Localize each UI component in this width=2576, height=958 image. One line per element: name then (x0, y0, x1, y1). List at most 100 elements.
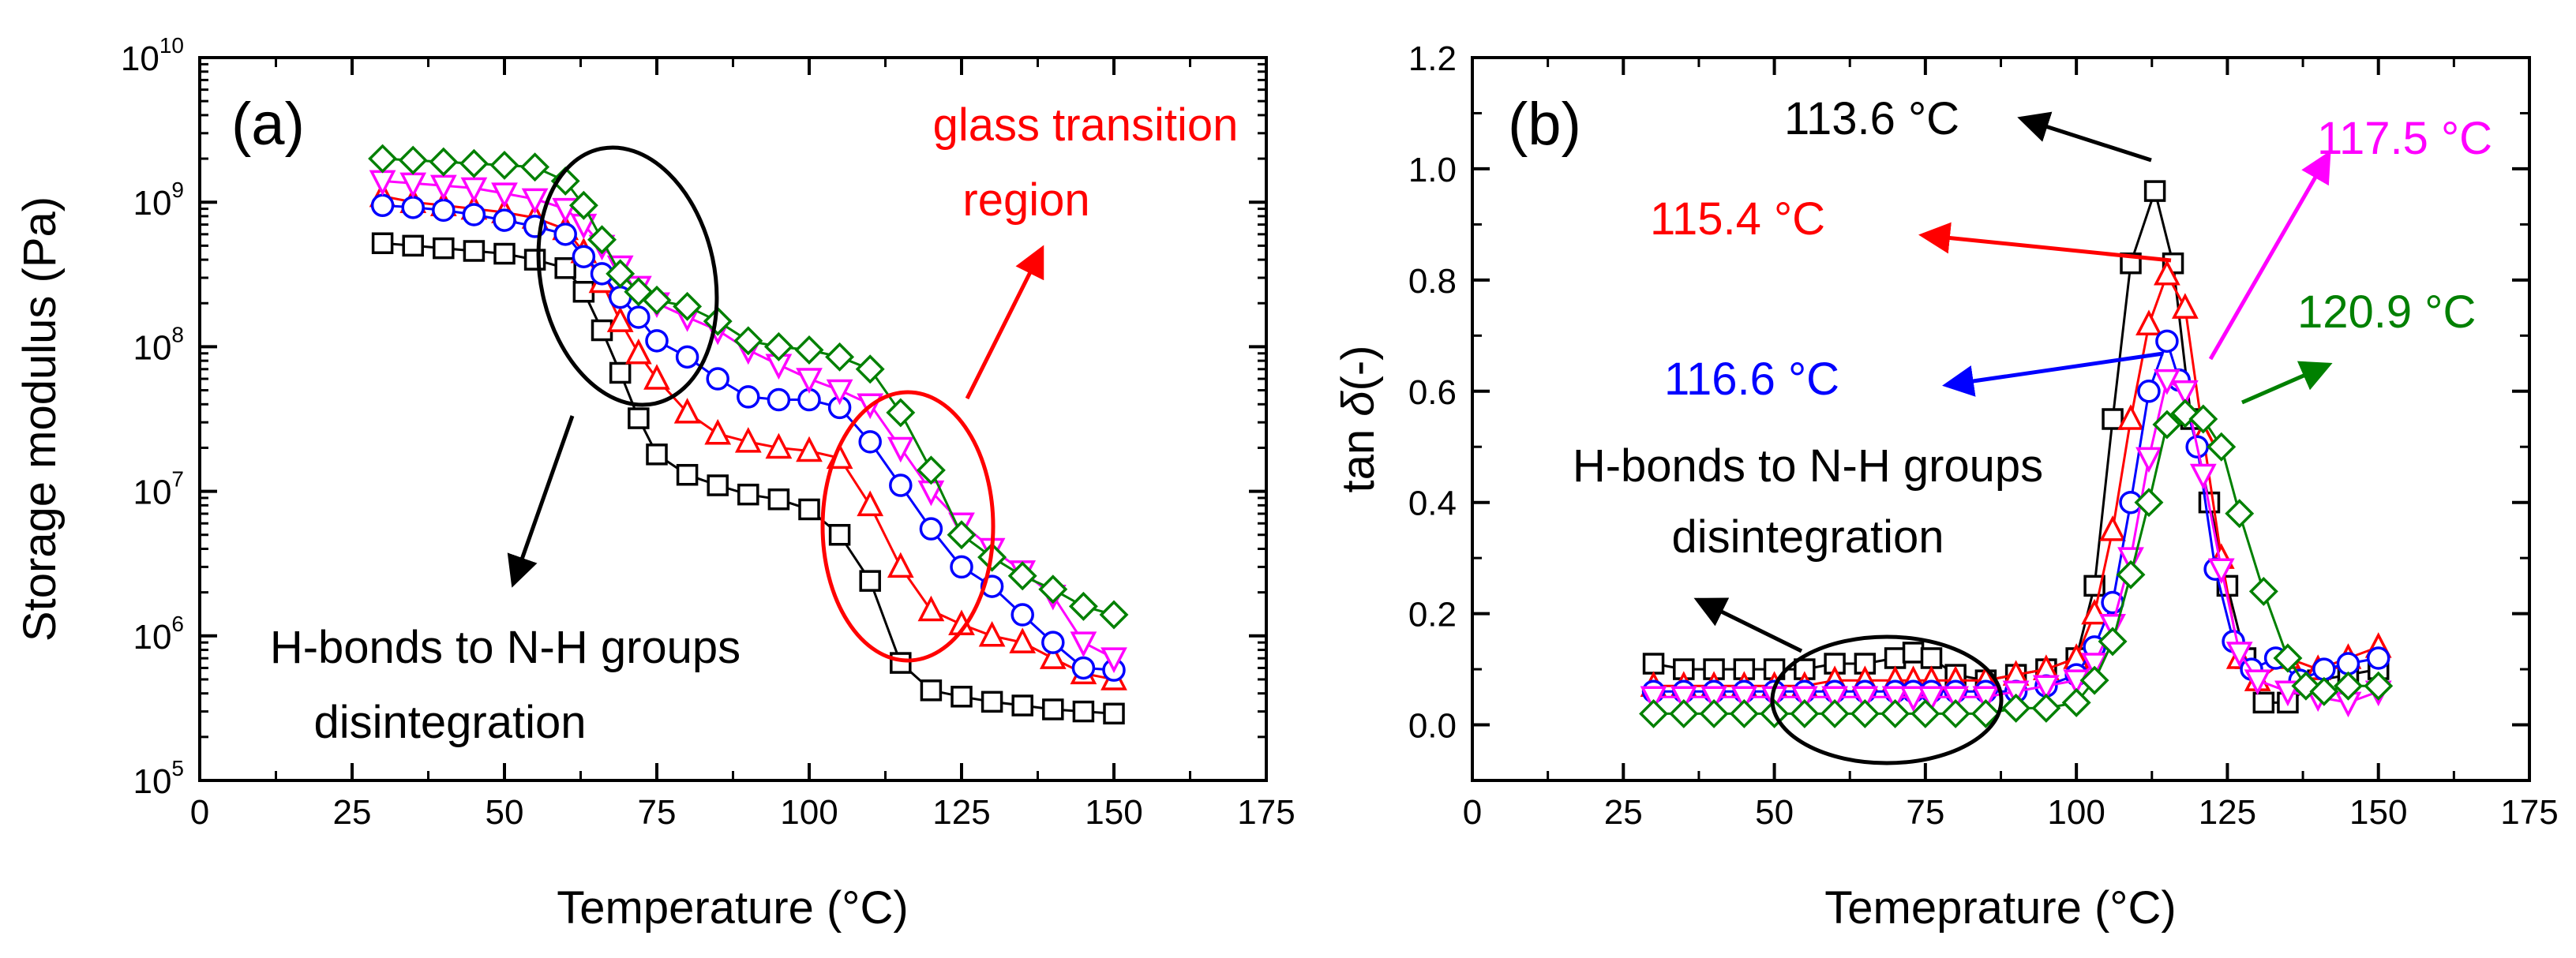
x-tick-label: 175 (2500, 793, 2558, 832)
x-tick-label: 50 (1755, 793, 1794, 832)
series-a-4 (368, 144, 1129, 630)
data-point (523, 249, 546, 271)
data-point (493, 208, 516, 232)
data-point (2117, 404, 2144, 430)
panel-a-glass-text-1: glass transition (933, 99, 1239, 151)
x-tick-label: 125 (2199, 793, 2256, 832)
x-tick-label: 50 (486, 793, 524, 832)
data-point (950, 555, 973, 579)
panel-b-label-113: 113.6 °C (1784, 93, 1959, 144)
data-point (1071, 656, 1096, 680)
data-point (978, 620, 1006, 647)
data-point (587, 225, 617, 255)
data-point (947, 520, 977, 550)
panel-a-hbond-ellipse (536, 145, 719, 407)
data-point (2081, 653, 2108, 679)
data-point (2155, 329, 2179, 354)
panel-b-label: (b) (1508, 91, 1581, 158)
panel-b-label-115: 115.4 °C (1650, 193, 1825, 245)
data-point (1101, 647, 1127, 673)
data-point (368, 144, 398, 174)
panel-b-arrow-116 (1942, 351, 2164, 397)
data-point (460, 177, 488, 204)
data-point (889, 473, 913, 497)
data-point (1670, 686, 1697, 713)
data-point (2207, 432, 2237, 462)
x-tick-label: 150 (1085, 793, 1142, 832)
data-point (916, 455, 946, 485)
data-point (887, 552, 914, 578)
panel-b-label-120: 120.9 °C (2297, 286, 2476, 338)
data-point (859, 570, 881, 592)
data-point (2002, 680, 2030, 707)
data-point (459, 148, 489, 178)
data-point (1899, 686, 1927, 713)
panel-b-arrow-117 (2208, 150, 2331, 361)
data-point (763, 331, 793, 361)
panel-b-arrow-120 (2241, 361, 2333, 405)
series-b-4 (1639, 399, 2394, 728)
data-point (643, 364, 670, 390)
data-point (568, 190, 598, 220)
x-tick-label: 25 (1604, 793, 1643, 832)
data-point (2152, 410, 2182, 440)
data-point (2225, 499, 2255, 529)
data-point (606, 306, 634, 332)
data-point (920, 679, 943, 702)
data-point (1851, 686, 1879, 713)
panel-b-x-axis-title: Temeprature (°C) (1824, 882, 2176, 934)
data-point (2031, 693, 2061, 723)
data-point (463, 240, 486, 262)
panel-a-series (368, 144, 1129, 725)
data-point (1039, 643, 1067, 669)
data-point (553, 223, 577, 246)
x-tick-label: 25 (333, 793, 372, 832)
data-point (371, 232, 394, 254)
data-point (2079, 665, 2109, 695)
data-point (1940, 698, 1970, 728)
data-point (2116, 559, 2146, 589)
data-point (855, 354, 885, 384)
data-point (1884, 647, 1907, 669)
data-point (1970, 698, 2000, 728)
panel-b-series (1639, 180, 2394, 728)
data-point (2225, 642, 2253, 668)
data-point (624, 338, 652, 365)
data-point (1881, 686, 1909, 713)
data-point (1820, 698, 1850, 728)
data-point (890, 652, 912, 674)
data-point (767, 488, 790, 511)
data-point (2154, 259, 2180, 286)
y-tick-label: 0.6 (1408, 373, 1457, 412)
panel-b-label-116: 116.6 °C (1664, 354, 1839, 405)
data-point (981, 690, 1003, 713)
data-point (1920, 647, 1943, 669)
data-point (794, 335, 824, 365)
data-point (489, 150, 519, 180)
data-point (609, 361, 632, 384)
data-point (645, 329, 669, 353)
data-point (521, 188, 549, 215)
data-point (737, 483, 759, 506)
panel-a-y-axis-title: Storage modulus (Pa) (14, 196, 66, 642)
panel-a-frame (198, 56, 1268, 782)
data-point (1729, 698, 1759, 728)
data-point (1918, 686, 1945, 713)
data-point (858, 430, 882, 454)
panel-a-hbond-text-2: disintegration (314, 697, 587, 748)
data-point (2333, 671, 2363, 701)
data-point (765, 432, 793, 459)
data-point (1642, 653, 1665, 675)
data-point (493, 242, 516, 265)
data-point (627, 305, 651, 329)
data-point (675, 345, 699, 369)
data-point (1070, 631, 1097, 657)
panel-b-y-axis-title-suffix: (-) (1333, 346, 1384, 391)
data-point (2248, 576, 2278, 606)
data-point (1011, 694, 1033, 717)
data-point (703, 306, 733, 336)
data-point (733, 326, 763, 356)
data-point (1821, 686, 1848, 713)
x-tick-label: 100 (2047, 793, 2105, 832)
data-point (704, 418, 732, 445)
